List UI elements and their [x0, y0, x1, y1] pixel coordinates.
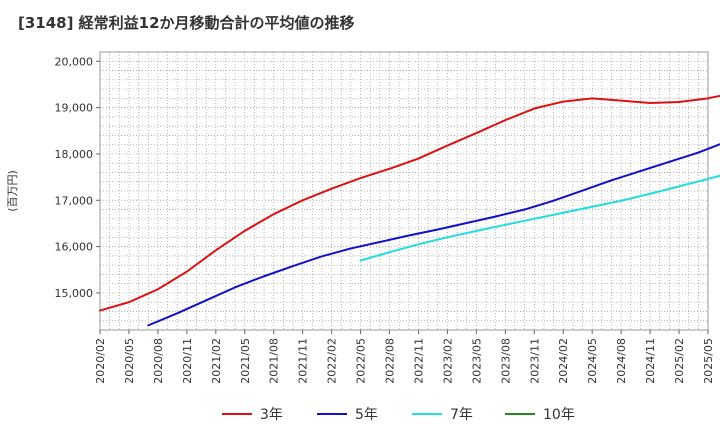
x-tick-label: 2023/08: [499, 338, 512, 384]
y-tick-label: 18,000: [55, 148, 94, 161]
y-tick-label: 17,000: [55, 194, 94, 207]
x-tick-label: 2024/05: [586, 338, 599, 384]
x-tick-label: 2022/11: [412, 338, 425, 384]
x-tick-label: 2020/02: [94, 338, 107, 384]
x-tick-label: 2020/05: [123, 338, 136, 384]
y-tick-label: 19,000: [55, 102, 94, 115]
x-tick-label: 2025/05: [702, 338, 715, 384]
chart-title: [3148] 経常利益12か月移動合計の平均値の推移: [18, 14, 355, 32]
y-tick-label: 16,000: [55, 241, 94, 254]
x-tick-label: 2021/02: [210, 338, 223, 384]
series-line: [359, 174, 720, 262]
legend-label: 3年: [260, 407, 283, 423]
x-tick-label: 2023/02: [441, 338, 454, 384]
x-tick-label: 2023/05: [470, 338, 483, 384]
legend-label: 5年: [355, 407, 378, 423]
legend-label: 10年: [543, 407, 575, 423]
y-axis-label: (百万円): [6, 170, 19, 212]
x-tick-label: 2022/08: [384, 338, 397, 384]
x-tick-label: 2021/08: [268, 338, 281, 384]
x-tick-label: 2020/11: [181, 338, 194, 384]
y-tick-label: 20,000: [55, 55, 94, 68]
x-tick-label: 2024/11: [644, 338, 657, 384]
series-line: [99, 94, 720, 312]
y-tick-label: 15,000: [55, 287, 94, 300]
x-tick-label: 2024/02: [557, 338, 570, 384]
x-tick-label: 2023/11: [528, 338, 541, 384]
legend-label: 7年: [450, 407, 473, 423]
x-tick-label: 2020/08: [152, 338, 165, 384]
x-tick-label: 2022/05: [355, 338, 368, 384]
x-tick-label: 2022/02: [326, 338, 339, 384]
x-tick-label: 2021/11: [297, 338, 310, 384]
x-tick-label: 2021/05: [239, 338, 252, 384]
x-tick-label: 2024/08: [615, 338, 628, 384]
series-line: [147, 143, 720, 327]
x-tick-label: 2025/02: [673, 338, 686, 384]
